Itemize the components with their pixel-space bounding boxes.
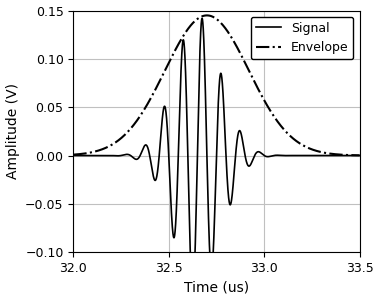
Envelope	[72, 153, 77, 156]
Envelope	[205, 14, 209, 17]
Envelope	[83, 152, 88, 155]
Signal	[83, 154, 88, 157]
Signal	[357, 154, 362, 157]
Signal	[211, 248, 216, 252]
Signal	[342, 154, 347, 157]
X-axis label: Time (us): Time (us)	[184, 280, 249, 294]
Y-axis label: Amplitude (V): Amplitude (V)	[6, 83, 20, 179]
Signal	[88, 154, 93, 157]
Signal	[72, 154, 77, 157]
Signal	[190, 291, 195, 295]
Signal	[127, 153, 132, 157]
Line: Signal: Signal	[73, 18, 360, 293]
Signal	[71, 154, 75, 157]
Envelope	[127, 128, 132, 132]
Envelope	[71, 153, 75, 156]
Envelope	[88, 151, 93, 154]
Line: Envelope: Envelope	[73, 15, 360, 155]
Envelope	[211, 15, 216, 19]
Legend: Signal, Envelope: Signal, Envelope	[251, 17, 353, 59]
Envelope	[357, 154, 362, 157]
Signal	[200, 16, 204, 20]
Envelope	[342, 153, 347, 157]
